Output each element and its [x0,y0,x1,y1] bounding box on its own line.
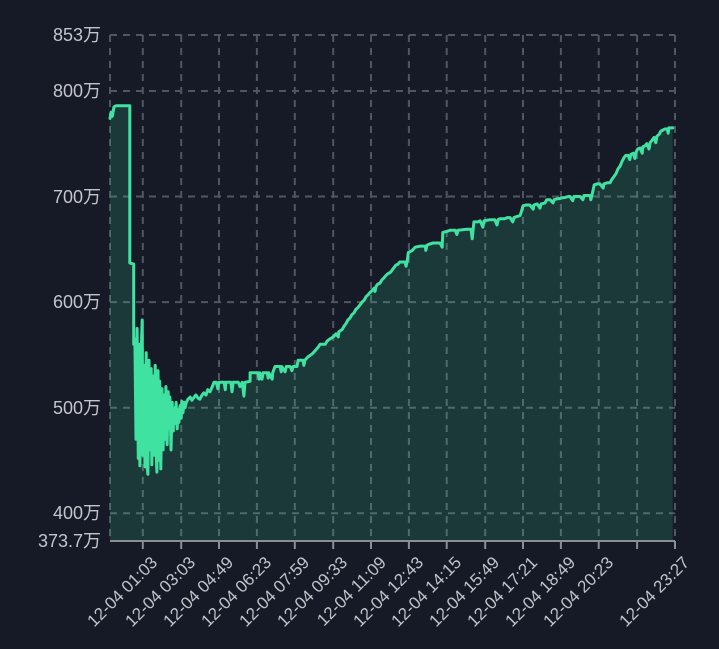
y-axis-label: 500万 [52,397,101,418]
y-axis-label: 800万 [52,80,101,101]
y-axis-label: 600万 [52,292,101,313]
y-axis-label: 400万 [52,503,101,524]
y-axis-label: 853万 [52,25,101,45]
y-axis-label: 700万 [52,186,101,207]
y-axis-label: 373.7万 [37,531,101,551]
